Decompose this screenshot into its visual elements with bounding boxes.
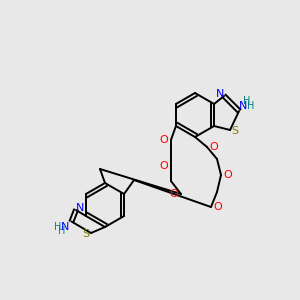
- Text: O: O: [160, 135, 168, 145]
- Text: O: O: [224, 170, 232, 180]
- Text: O: O: [210, 142, 218, 152]
- Text: O: O: [214, 202, 222, 212]
- Text: N: N: [216, 89, 224, 99]
- Text: N: N: [239, 101, 247, 111]
- Text: H: H: [54, 221, 61, 232]
- Text: N: N: [61, 221, 70, 232]
- Text: S: S: [232, 126, 238, 136]
- Text: S: S: [82, 229, 90, 239]
- Text: H: H: [248, 101, 255, 111]
- Text: H: H: [58, 226, 65, 236]
- Text: O: O: [160, 161, 168, 171]
- Text: N: N: [76, 203, 84, 213]
- Text: O: O: [169, 189, 178, 199]
- Text: H: H: [243, 96, 251, 106]
